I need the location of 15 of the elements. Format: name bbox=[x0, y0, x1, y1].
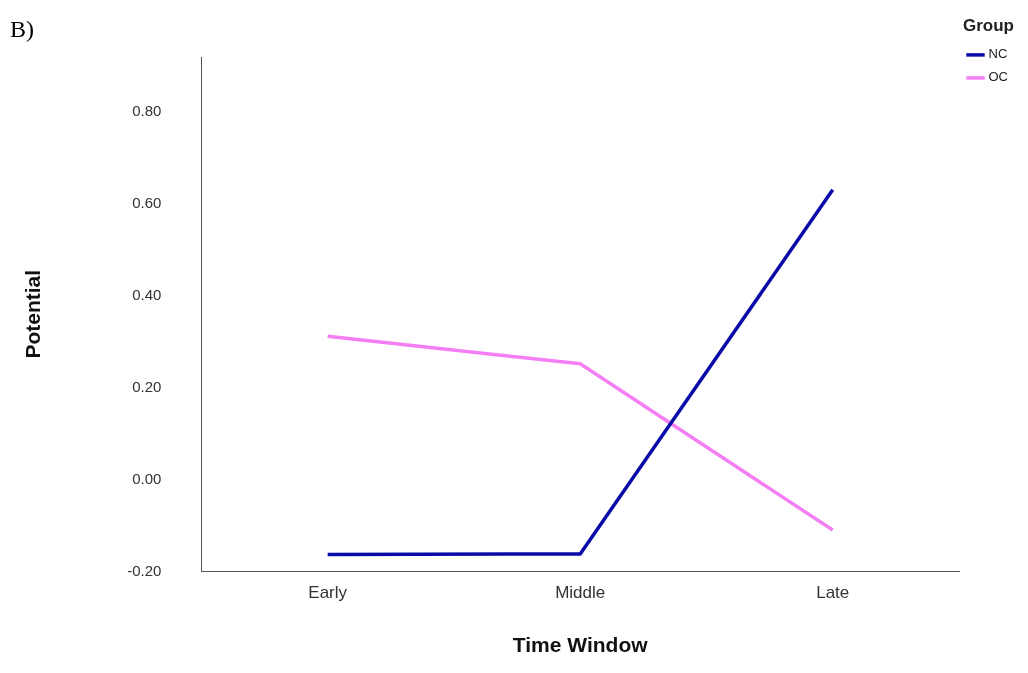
legend-label: NC bbox=[988, 46, 1008, 62]
y-tick-label: 0.40 bbox=[132, 285, 162, 303]
x-tick-label: Middle bbox=[555, 583, 606, 603]
text: B) bbox=[10, 16, 34, 43]
x-axis-title: Time Window bbox=[512, 633, 649, 657]
y-tick-label: 0.20 bbox=[132, 377, 162, 395]
x-tick-label: Late bbox=[816, 583, 850, 603]
legend-label: OC bbox=[988, 69, 1008, 85]
y-tick-label: -0.20 bbox=[127, 561, 162, 579]
y-axis-title: Potential bbox=[21, 269, 45, 359]
y-tick-label: 0.00 bbox=[132, 469, 162, 487]
legend-title: Group bbox=[963, 16, 1014, 36]
x-tick-label: Early bbox=[308, 583, 348, 603]
y-tick-label: 0.80 bbox=[132, 102, 162, 120]
y-tick-label: 0.60 bbox=[132, 194, 162, 212]
